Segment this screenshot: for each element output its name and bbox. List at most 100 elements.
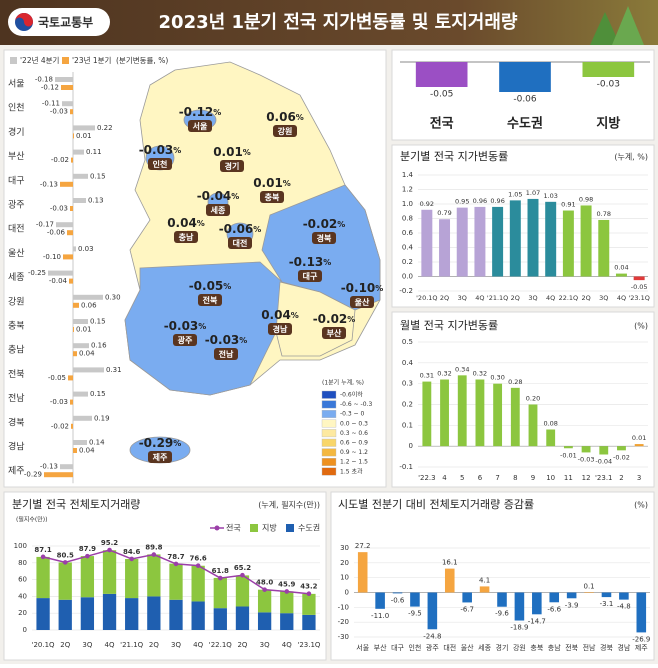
value-label: 48.0 <box>256 579 273 587</box>
value-label: -18.9 <box>510 624 528 632</box>
chart-title: 월별 전국 지가변동률 <box>400 319 498 332</box>
map-value-unit: % <box>337 220 345 229</box>
map-legend-label: -0.3 ~ 0 <box>340 411 365 418</box>
value-label: 0.1 <box>583 582 594 590</box>
map-value-unit: % <box>223 282 231 291</box>
map-legend-swatch <box>321 400 337 409</box>
line-point <box>151 552 157 557</box>
map-region-name: 전북 <box>203 295 218 305</box>
bar <box>582 62 635 77</box>
value-label: -0.02 <box>51 156 69 164</box>
x-tick-label: 4Q <box>193 641 203 649</box>
map-value-unit: % <box>197 219 205 228</box>
bar <box>444 568 455 593</box>
map-value-number: 0.04 <box>167 216 197 230</box>
value-label: 43.2 <box>300 583 317 591</box>
x-tick-label: '23.1Q <box>297 641 321 649</box>
x-tick-label: 11 <box>564 474 573 482</box>
x-tick-label: 9 <box>531 474 535 482</box>
value-label: 0.01 <box>76 132 92 140</box>
map-value-number: -0.03 <box>164 319 199 333</box>
value-label: 0.22 <box>97 124 113 132</box>
bar <box>421 209 433 277</box>
y-tick-label: 1.2 <box>402 186 413 194</box>
value-label: 0.91 <box>561 201 575 209</box>
bar <box>68 375 73 381</box>
map-name-box <box>174 231 198 243</box>
bar <box>169 563 183 600</box>
value-label: 0.30 <box>490 374 504 382</box>
bar <box>61 85 73 90</box>
value-label: 1.05 <box>508 190 522 198</box>
legend-swatch <box>286 524 294 532</box>
map-value-number: 0.01 <box>213 145 243 159</box>
bar <box>280 613 294 630</box>
map-legend-label: -0.6이하 <box>340 391 363 399</box>
map-value: -0.29% <box>139 436 182 450</box>
map-legend-swatch <box>321 467 337 476</box>
value-label: -0.29 <box>24 471 42 479</box>
x-tick-label: 전남 <box>583 643 596 652</box>
map-value-number: -0.12 <box>179 105 214 119</box>
legend-label: 전국 <box>226 523 241 533</box>
bar <box>80 597 95 630</box>
map-legend-swatch <box>321 438 337 447</box>
bar <box>497 592 507 607</box>
bar <box>617 446 626 451</box>
y-tick-label: 0.3 <box>402 380 413 388</box>
bar <box>375 592 385 609</box>
category-label: 서울 <box>8 79 25 90</box>
y-tick-label: 60 <box>18 576 27 584</box>
x-tick-label: 세종 <box>478 643 491 652</box>
bar <box>257 589 272 613</box>
y-tick-label: 0 <box>23 626 27 634</box>
map-value: -0.03% <box>139 143 182 157</box>
bar <box>55 77 73 82</box>
map-name-box <box>206 204 230 216</box>
map-region-name: 세종 <box>211 205 226 215</box>
map-legend-swatch <box>321 458 337 466</box>
x-tick-label: 22.1Q <box>559 294 579 302</box>
value-label: -4.8 <box>617 603 631 611</box>
category-label: 전북 <box>8 369 25 380</box>
bar <box>633 276 645 281</box>
x-tick-label: 3Q <box>260 641 270 649</box>
bar <box>619 592 629 600</box>
bar <box>125 559 139 599</box>
value-label: -0.04 <box>49 277 68 285</box>
y-tick-label: 20 <box>340 559 349 567</box>
panel <box>391 311 655 488</box>
value-label: 0.04 <box>79 447 95 455</box>
map-value: -0.10% <box>341 281 384 295</box>
category-label: 강원 <box>8 296 25 307</box>
map-value-unit: % <box>231 192 239 201</box>
value-label: -0.06 <box>47 229 66 237</box>
map-value-number: -0.29 <box>139 436 174 450</box>
bar <box>44 472 73 478</box>
bar <box>73 294 103 300</box>
y-tick-label: -30 <box>338 633 349 641</box>
bar <box>562 210 574 277</box>
x-tick-label: 5 <box>460 474 464 482</box>
category-label: 대구 <box>8 175 25 186</box>
value-label: 65.2 <box>234 564 251 572</box>
bar <box>70 399 73 405</box>
bar <box>36 598 50 630</box>
chart-unit: (%) <box>634 322 648 331</box>
bar <box>58 599 72 630</box>
value-label: -3.1 <box>600 600 614 608</box>
line-point <box>218 575 223 581</box>
value-label: 0.13 <box>88 197 104 205</box>
map-value-unit: % <box>283 179 291 188</box>
value-label: -0.10 <box>43 253 61 261</box>
value-label: 87.1 <box>34 546 51 554</box>
map-value-number: 0.01 <box>253 176 283 190</box>
line-point <box>107 547 112 553</box>
value-label: -0.17 <box>36 221 54 229</box>
value-label: 0.78 <box>597 210 611 218</box>
bar <box>48 270 73 276</box>
x-tick-label: 3Q <box>171 641 181 649</box>
bar <box>580 205 592 277</box>
value-label: 0.06 <box>81 301 97 309</box>
map-value-unit: % <box>173 146 181 155</box>
